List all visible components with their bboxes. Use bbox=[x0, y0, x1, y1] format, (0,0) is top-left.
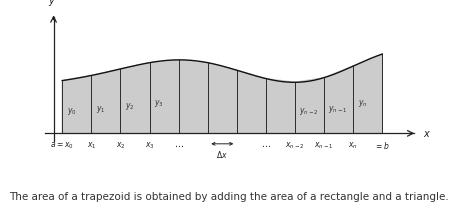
Polygon shape bbox=[62, 75, 91, 133]
Polygon shape bbox=[91, 69, 120, 133]
Text: $x$: $x$ bbox=[423, 129, 431, 139]
Text: $x_2$: $x_2$ bbox=[116, 140, 125, 151]
Polygon shape bbox=[353, 54, 383, 133]
Text: The area of a trapezoid is obtained by adding the area of a rectangle and a tria: The area of a trapezoid is obtained by a… bbox=[9, 192, 449, 202]
Text: $a=x_0$: $a=x_0$ bbox=[50, 140, 74, 151]
Text: $y_2$: $y_2$ bbox=[125, 101, 135, 112]
Text: $y_{n-2}$: $y_{n-2}$ bbox=[300, 106, 319, 117]
Text: $\cdots$: $\cdots$ bbox=[261, 140, 271, 149]
Text: $x_{n-1}$: $x_{n-1}$ bbox=[314, 140, 334, 151]
Polygon shape bbox=[295, 78, 324, 133]
Polygon shape bbox=[324, 66, 353, 133]
Text: $y_3$: $y_3$ bbox=[154, 98, 164, 109]
Text: $x_3$: $x_3$ bbox=[145, 140, 155, 151]
Text: $=b$: $=b$ bbox=[374, 140, 390, 151]
Polygon shape bbox=[150, 60, 179, 133]
Polygon shape bbox=[266, 79, 295, 133]
Polygon shape bbox=[237, 70, 266, 133]
Text: $y_n$: $y_n$ bbox=[357, 98, 367, 109]
Polygon shape bbox=[120, 63, 150, 133]
Polygon shape bbox=[208, 63, 237, 133]
Text: $y$: $y$ bbox=[48, 0, 56, 8]
Text: $y_{n-1}$: $y_{n-1}$ bbox=[328, 104, 348, 115]
Text: $x_1$: $x_1$ bbox=[87, 140, 96, 151]
Text: $x_n$: $x_n$ bbox=[348, 140, 358, 151]
Text: $x_{n-2}$: $x_{n-2}$ bbox=[285, 140, 305, 151]
Text: $y_0$: $y_0$ bbox=[67, 106, 76, 117]
Text: $y_1$: $y_1$ bbox=[96, 104, 105, 115]
Text: $\Delta x$: $\Delta x$ bbox=[217, 149, 228, 160]
Polygon shape bbox=[179, 60, 208, 133]
Text: $\cdots$: $\cdots$ bbox=[173, 140, 183, 149]
